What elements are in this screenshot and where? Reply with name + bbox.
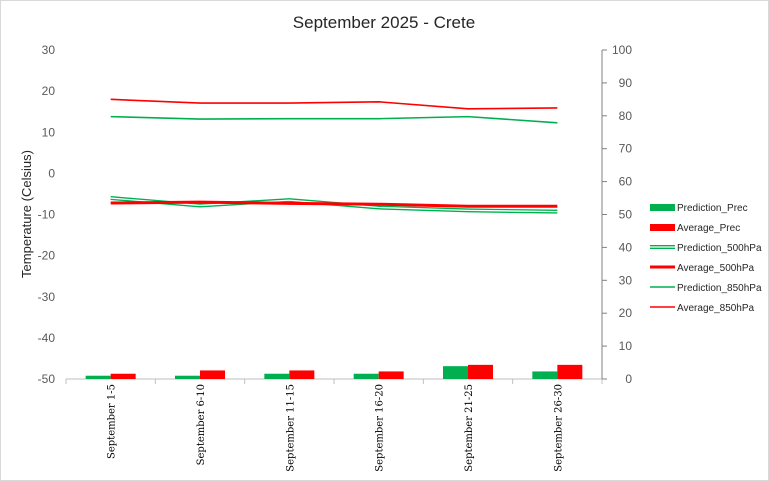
x-axis-ticks: September 1-5 September 6-10 September 11-… xyxy=(65,379,603,472)
bar-average-prec xyxy=(378,371,404,379)
line-average-850hpa xyxy=(110,98,558,110)
x-tick-label: September 6-10 xyxy=(196,384,207,465)
left-tick-label: -20 xyxy=(38,249,56,263)
bar-prediction-prec xyxy=(443,366,468,379)
right-tick-label: 50 xyxy=(619,208,633,222)
line-average-500hpa xyxy=(110,200,558,208)
right-tick-label: 80 xyxy=(619,109,633,123)
line-prediction-850hpa xyxy=(110,115,558,124)
legend-label-prediction-prec: Prediction_Prec xyxy=(677,203,748,214)
legend-label-average-850hpa: Average_850hPa xyxy=(677,303,755,314)
legend-swatch-average-prec xyxy=(650,224,675,231)
legend: Prediction_Prec Average_Prec Prediction_50… xyxy=(650,203,762,314)
left-tick-label: -10 xyxy=(38,208,56,222)
bars xyxy=(85,364,583,379)
bar-average-prec xyxy=(468,364,493,379)
x-tick-label: September 11-15 xyxy=(285,384,296,472)
left-tick-label: 0 xyxy=(48,166,55,180)
x-tick-label: September 26-30 xyxy=(553,384,564,472)
chart-title: September 2025 - Crete xyxy=(293,13,475,32)
left-tick-label: 20 xyxy=(42,84,56,98)
x-tick-label: September 21-25 xyxy=(464,384,475,472)
legend-label-prediction-500hpa: Prediction_500hPa xyxy=(677,243,762,254)
legend-label-average-prec: Average_Prec xyxy=(677,223,740,234)
right-tick-label: 100 xyxy=(612,43,632,57)
right-tick-label: 0 xyxy=(625,372,632,386)
axes xyxy=(66,50,603,380)
x-tick-label: September 16-20 xyxy=(375,384,386,472)
bar-average-prec xyxy=(200,370,225,379)
bar-prediction-prec xyxy=(264,373,290,379)
y-axis-label: Temperature (Celsius) xyxy=(19,150,34,278)
bar-average-prec xyxy=(557,364,583,379)
bar-average-prec xyxy=(289,370,315,379)
right-tick-label: 60 xyxy=(619,175,633,189)
right-tick-label: 70 xyxy=(619,142,633,156)
legend-label-prediction-850hpa: Prediction_850hPa xyxy=(677,283,762,294)
bar-prediction-prec xyxy=(85,375,111,379)
left-tick-label: -40 xyxy=(38,331,56,345)
left-tick-label: -50 xyxy=(38,372,56,386)
left-tick-label: 30 xyxy=(42,43,56,57)
right-tick-label: 40 xyxy=(619,240,633,254)
right-tick-label: 90 xyxy=(619,76,633,90)
legend-label-average-500hpa: Average_500hPa xyxy=(677,263,755,274)
right-tick-label: 30 xyxy=(619,273,633,287)
bar-prediction-prec xyxy=(532,371,558,379)
left-axis-ticks: 30 20 10 0 -10 -20 -30 -40 -50 xyxy=(38,43,56,386)
bar-average-prec xyxy=(110,373,136,379)
right-tick-label: 10 xyxy=(619,339,633,353)
legend-swatch-prediction-prec xyxy=(650,204,675,211)
bar-prediction-prec xyxy=(175,375,200,379)
left-tick-label: -30 xyxy=(38,290,56,304)
lines xyxy=(110,98,558,214)
x-tick-label: September 1-5 xyxy=(107,384,118,459)
right-tick-label: 20 xyxy=(619,306,633,320)
bar-prediction-prec xyxy=(353,373,379,379)
left-tick-label: 10 xyxy=(42,125,56,139)
